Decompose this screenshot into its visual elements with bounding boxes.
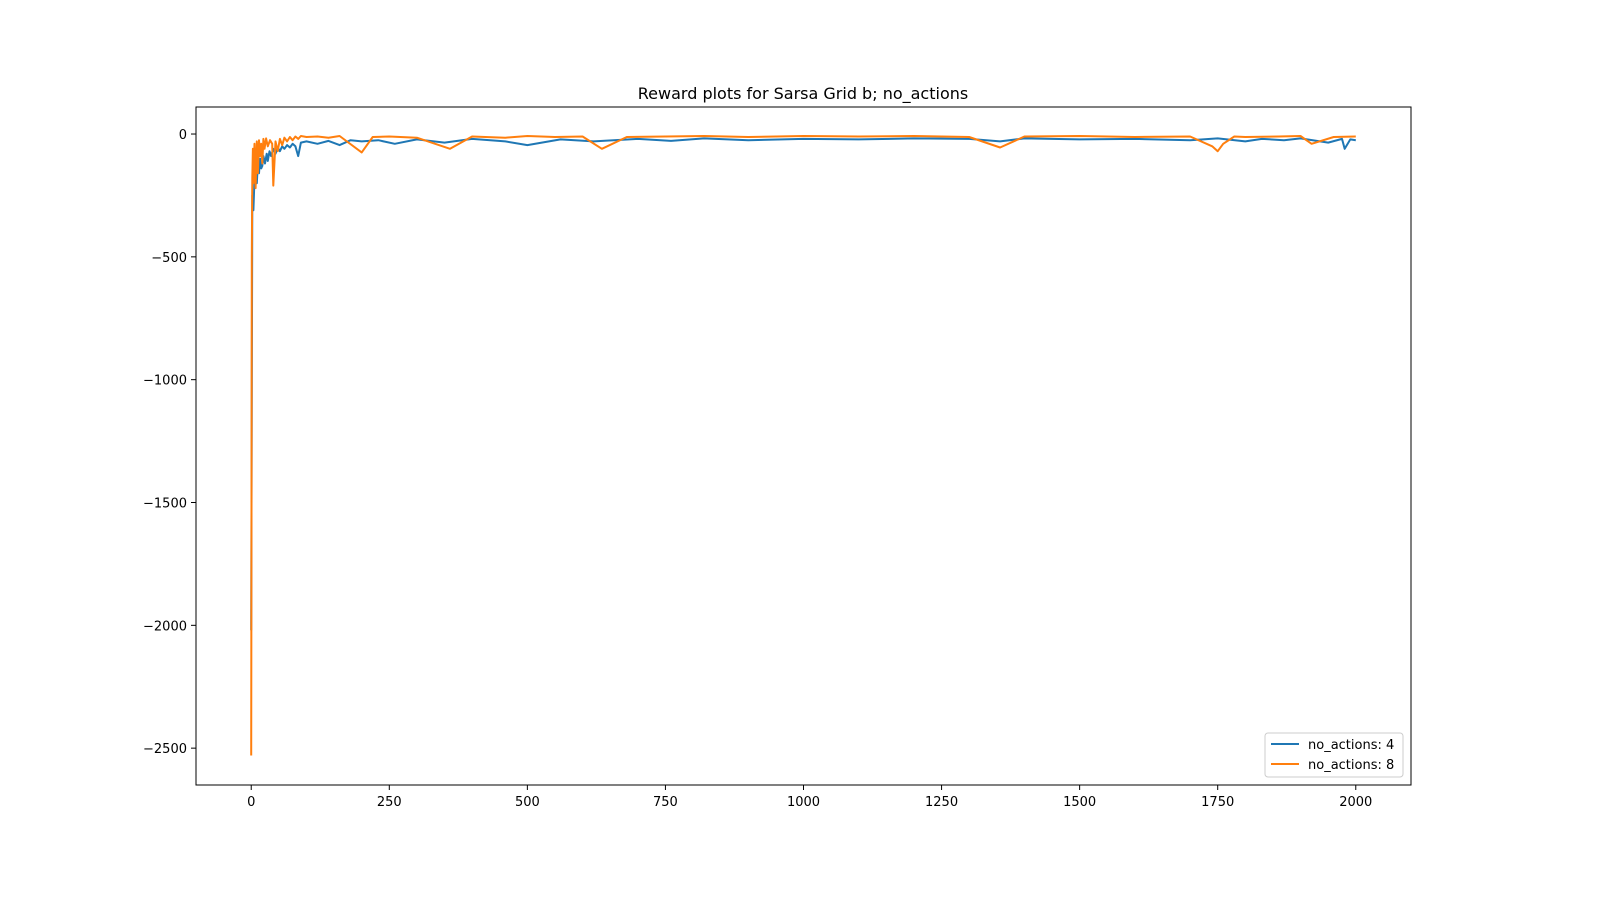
x-tick-label: 2000 bbox=[1339, 795, 1372, 810]
y-tick-label: −1000 bbox=[143, 374, 187, 389]
x-tick-label: 500 bbox=[515, 795, 540, 810]
legend-label-no-actions-8: no_actions: 8 bbox=[1308, 758, 1394, 773]
y-tick-label: −1500 bbox=[143, 497, 187, 512]
legend-box bbox=[1264, 732, 1404, 778]
x-tick-label: 1500 bbox=[1063, 795, 1096, 810]
y-axis: 0 −500 −1000 −1500 −2000 −2500 bbox=[143, 128, 196, 757]
y-tick-label: −2000 bbox=[143, 619, 187, 634]
legend-label-no-actions-4: no_actions: 4 bbox=[1308, 738, 1394, 753]
x-tick-label: 1250 bbox=[925, 795, 958, 810]
x-tick-label: 1750 bbox=[1201, 795, 1234, 810]
chart-title: Reward plots for Sarsa Grid b; no_action… bbox=[638, 84, 968, 104]
series-line-no-actions-8 bbox=[250, 135, 1356, 756]
y-tick-label: −500 bbox=[151, 251, 187, 266]
x-tick-label: 750 bbox=[653, 795, 678, 810]
y-tick-label: −2500 bbox=[143, 742, 187, 757]
series-layer bbox=[250, 135, 1356, 756]
x-axis: 0 250 500 750 1000 1250 1500 1750 2000 bbox=[247, 785, 1372, 810]
x-tick-label: 1000 bbox=[787, 795, 820, 810]
x-tick-label: 0 bbox=[247, 795, 255, 810]
y-tick-label: 0 bbox=[179, 128, 187, 143]
legend: no_actions: 4 no_actions: 8 bbox=[1264, 732, 1404, 778]
x-tick-label: 250 bbox=[377, 795, 402, 810]
